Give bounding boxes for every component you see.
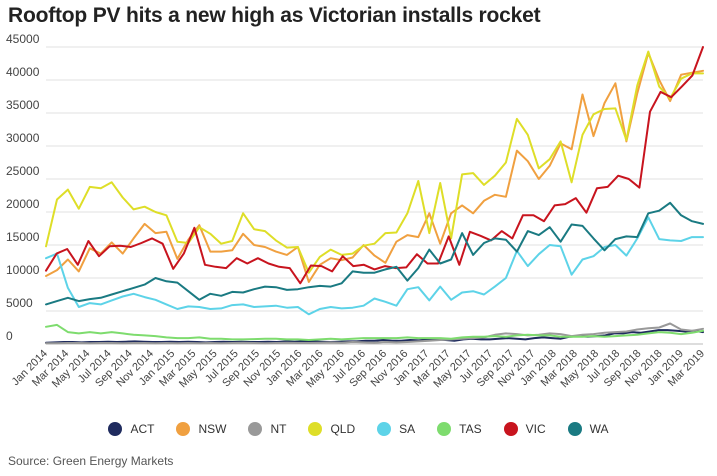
y-tick-label: 25000 xyxy=(6,164,40,178)
series-line-sa xyxy=(45,216,704,316)
legend-label-nsw: NSW xyxy=(198,422,227,436)
y-tick-label: 10000 xyxy=(6,263,40,277)
legend-label-wa: WA xyxy=(589,422,609,436)
y-tick-label: 35000 xyxy=(6,98,40,112)
legend-item-act: ACT xyxy=(108,422,154,436)
legend-item-wa: WA xyxy=(567,422,609,436)
legend: ACT NSW NT QLD SA TAS VIC WA xyxy=(0,422,717,436)
legend-swatch-sa xyxy=(377,422,392,436)
legend-swatch-nt xyxy=(248,422,263,436)
series-line-tas xyxy=(45,323,704,341)
y-tick-label: 30000 xyxy=(6,131,40,145)
y-axis-ticks: 0 5000 10000 15000 20000 25000 30000 35000 40000… xyxy=(6,32,40,343)
legend-swatch-wa xyxy=(567,422,582,436)
line-chart: 0 5000 10000 15000 20000 25000 30000 35000 40000… xyxy=(6,32,707,391)
y-tick-label: 40000 xyxy=(6,65,40,79)
series-line-nt xyxy=(45,322,704,345)
legend-swatch-qld xyxy=(308,422,323,436)
grid-lines xyxy=(46,46,703,345)
legend-label-nt: NT xyxy=(270,422,287,436)
legend-item-qld: QLD xyxy=(308,422,355,436)
series-line-nsw xyxy=(45,51,704,283)
legend-label-vic: VIC xyxy=(525,422,546,436)
legend-item-vic: VIC xyxy=(503,422,546,436)
chart-title: Rooftop PV hits a new high as Victorian … xyxy=(8,4,541,27)
legend-swatch-vic xyxy=(503,422,518,436)
series-line-wa xyxy=(45,201,704,306)
legend-label-qld: QLD xyxy=(330,422,356,436)
legend-label-tas: TAS xyxy=(459,422,482,436)
source-note: Source: Green Energy Markets xyxy=(8,454,174,468)
y-tick-label: 15000 xyxy=(6,230,40,244)
legend-swatch-tas xyxy=(437,422,452,436)
legend-label-act: ACT xyxy=(130,422,155,436)
y-tick-label: 20000 xyxy=(6,197,40,211)
y-tick-label: 45000 xyxy=(6,32,40,46)
y-tick-label: 5000 xyxy=(6,296,33,310)
series-line-qld xyxy=(45,50,704,274)
legend-item-nsw: NSW xyxy=(176,422,226,436)
legend-item-sa: SA xyxy=(377,422,415,436)
legend-item-tas: TAS xyxy=(437,422,482,436)
series-line-vic xyxy=(45,46,704,285)
legend-label-sa: SA xyxy=(399,422,416,436)
y-tick-label: 0 xyxy=(6,329,13,343)
legend-swatch-act xyxy=(108,422,123,436)
legend-item-nt: NT xyxy=(248,422,286,436)
series-lines xyxy=(45,46,704,345)
legend-swatch-nsw xyxy=(176,422,191,436)
